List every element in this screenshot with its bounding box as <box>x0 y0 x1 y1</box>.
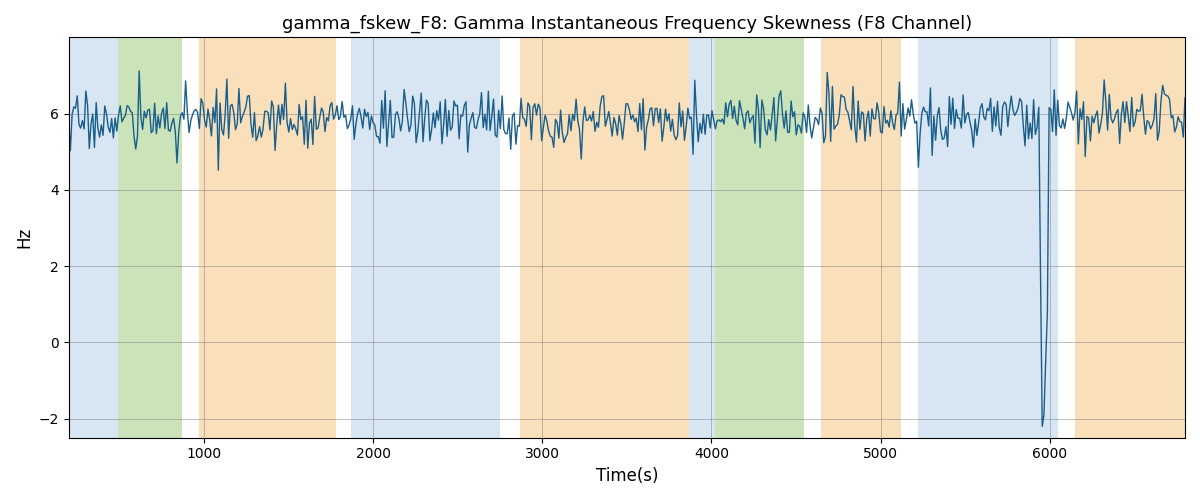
Bar <box>1075 38 1184 438</box>
Bar <box>918 38 1058 438</box>
Bar <box>821 38 901 438</box>
Y-axis label: Hz: Hz <box>16 227 34 248</box>
Bar <box>68 38 118 438</box>
Bar <box>715 38 804 438</box>
Bar <box>199 38 336 438</box>
Bar <box>118 38 182 438</box>
X-axis label: Time(s): Time(s) <box>595 467 658 485</box>
Bar <box>352 38 500 438</box>
Bar <box>690 38 715 438</box>
Bar <box>521 38 690 438</box>
Title: gamma_fskew_F8: Gamma Instantaneous Frequency Skewness (F8 Channel): gamma_fskew_F8: Gamma Instantaneous Freq… <box>282 15 972 34</box>
